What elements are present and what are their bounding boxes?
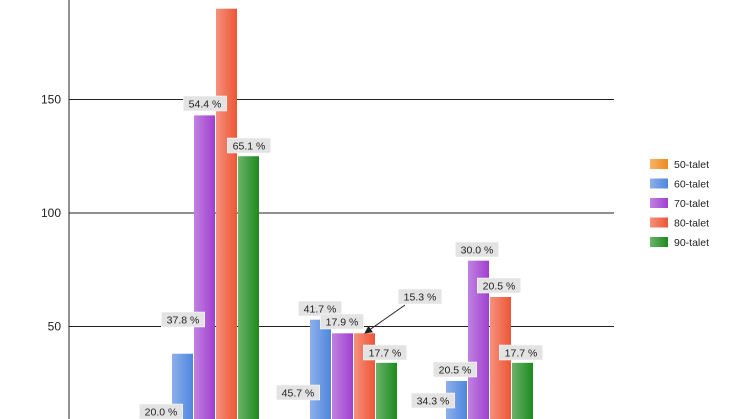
bar-60-talet xyxy=(446,380,467,419)
data-label-text: 30.0 % xyxy=(461,245,494,257)
data-label-text: 65.1 % xyxy=(233,141,266,153)
data-label-text: 17.7 % xyxy=(369,348,402,360)
data-label: 15.3 % xyxy=(398,288,442,305)
data-label: 34.3 % xyxy=(411,392,455,409)
data-label-text: 34.3 % xyxy=(417,396,450,408)
data-label-text: 20.0 % xyxy=(145,407,178,419)
bar-70-talet xyxy=(468,260,489,419)
bar-60-talet xyxy=(172,353,193,419)
bar-90-talet xyxy=(512,362,533,419)
data-label-text: 37.8 % xyxy=(167,315,200,327)
data-label-text: 54.4 % xyxy=(189,99,222,111)
data-label: 17.7 % xyxy=(363,344,407,361)
data-label-text: 45.7 % xyxy=(282,388,315,400)
bar-70-talet xyxy=(332,333,353,419)
bars xyxy=(172,8,533,419)
data-label-text: 15.3 % xyxy=(404,292,437,304)
legend-label: 70-talet xyxy=(674,198,709,210)
data-label: 54.4 % xyxy=(183,95,227,112)
bar-90-talet xyxy=(376,362,397,419)
y-tick-label: 150 xyxy=(41,93,61,107)
data-label: 41.7 % xyxy=(298,300,342,317)
legend-item: 70-talet xyxy=(650,198,709,210)
bar-60-talet xyxy=(310,319,331,419)
legend-item: 90-talet xyxy=(650,237,709,249)
legend-item: 60-talet xyxy=(650,178,709,191)
data-label-text: 20.5 % xyxy=(439,365,472,377)
data-labels: 45.7 % 34.3 % 20.0 % 41.7 % 20.5 % 37.8 % 17.9… xyxy=(139,95,543,419)
data-label: 17.7 % xyxy=(499,344,543,361)
legend-swatch xyxy=(650,198,668,208)
data-label: 20.5 % xyxy=(477,277,521,294)
data-label: 37.8 % xyxy=(161,311,205,328)
y-tick-labels: 50 100 150 xyxy=(41,93,61,334)
data-label: 20.0 % xyxy=(139,403,183,419)
data-label: 45.7 % xyxy=(276,384,320,401)
legend-item: 80-talet xyxy=(650,217,709,230)
legend-label: 50-talet xyxy=(674,159,709,171)
legend-swatch xyxy=(650,159,668,169)
data-label: 30.0 % xyxy=(455,241,499,258)
legend-label: 60-talet xyxy=(674,179,709,191)
data-label-text: 17.9 % xyxy=(326,317,359,329)
data-label: 17.9 % xyxy=(320,313,364,330)
legend-swatch xyxy=(650,237,668,247)
gridlines xyxy=(69,99,614,327)
bar-70-talet xyxy=(194,115,215,419)
legend-swatch xyxy=(650,217,668,228)
legend-label: 90-talet xyxy=(674,237,709,249)
data-label-text: 17.7 % xyxy=(505,348,538,360)
data-label: 20.5 % xyxy=(433,361,477,378)
data-label: 65.1 % xyxy=(227,137,271,154)
y-tick-label: 50 xyxy=(48,320,62,334)
data-label-text: 20.5 % xyxy=(483,281,516,293)
legend: 50-talet 60-talet 70-talet 80-talet 90-talet xyxy=(650,159,709,249)
y-tick-label: 100 xyxy=(41,206,61,220)
bar-90-talet xyxy=(238,156,259,419)
callout-arrow xyxy=(364,304,406,334)
legend-item: 50-talet xyxy=(650,159,709,171)
bar-80-talet xyxy=(216,8,237,419)
legend-swatch xyxy=(650,178,668,189)
data-label-text: 41.7 % xyxy=(304,304,337,316)
legend-label: 80-talet xyxy=(674,218,709,230)
